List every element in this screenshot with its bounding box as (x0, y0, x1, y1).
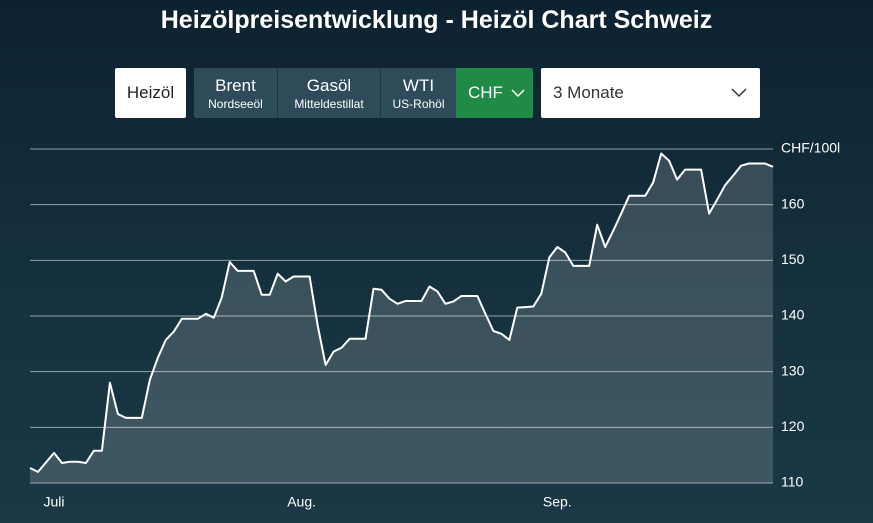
period-label: 3 Monate (553, 83, 624, 102)
tab-label: Gasöl (306, 76, 352, 95)
tab[interactable]: Gasöl Mitteldestillat (277, 68, 380, 118)
currency-label: CHF (468, 83, 503, 102)
y-tick-label: 160 (781, 195, 805, 211)
y-tick-label: CHF/100l (781, 140, 840, 156)
tab-sub: Mitteldestillat (294, 97, 364, 111)
chevron (511, 89, 525, 98)
x-tick-label: Aug. (287, 494, 316, 510)
chevron (731, 88, 747, 98)
area (30, 153, 773, 483)
product-label: Heizöl (126, 83, 175, 102)
line (29, 152, 774, 473)
tab-sub: Nordseeöl (208, 97, 263, 111)
tab-label: WTI (402, 76, 435, 95)
y-tick-label: 120 (781, 418, 805, 434)
tab[interactable]: Brent Nordseeöl (194, 68, 277, 118)
chart-title: Heizölpreisentwicklung - Heizöl Chart Sc… (160, 6, 713, 34)
x-tick-label: Sep. (543, 494, 572, 510)
y-tick-label: 130 (781, 362, 805, 378)
period-select[interactable]: 3 Monate (541, 68, 760, 118)
product-button[interactable]: Heizöl (115, 68, 186, 118)
y-tick-label: 140 (781, 307, 805, 323)
y-tick-label: 110 (781, 474, 804, 490)
x-tick-label: Juli (43, 494, 64, 510)
tab[interactable]: WTI US-Rohöl (380, 68, 456, 118)
tab-sub: US-Rohöl (392, 97, 445, 111)
currency-button[interactable]: CHF (456, 68, 533, 118)
y-tick-label: 150 (781, 251, 805, 267)
tab-label: Brent (215, 76, 256, 95)
